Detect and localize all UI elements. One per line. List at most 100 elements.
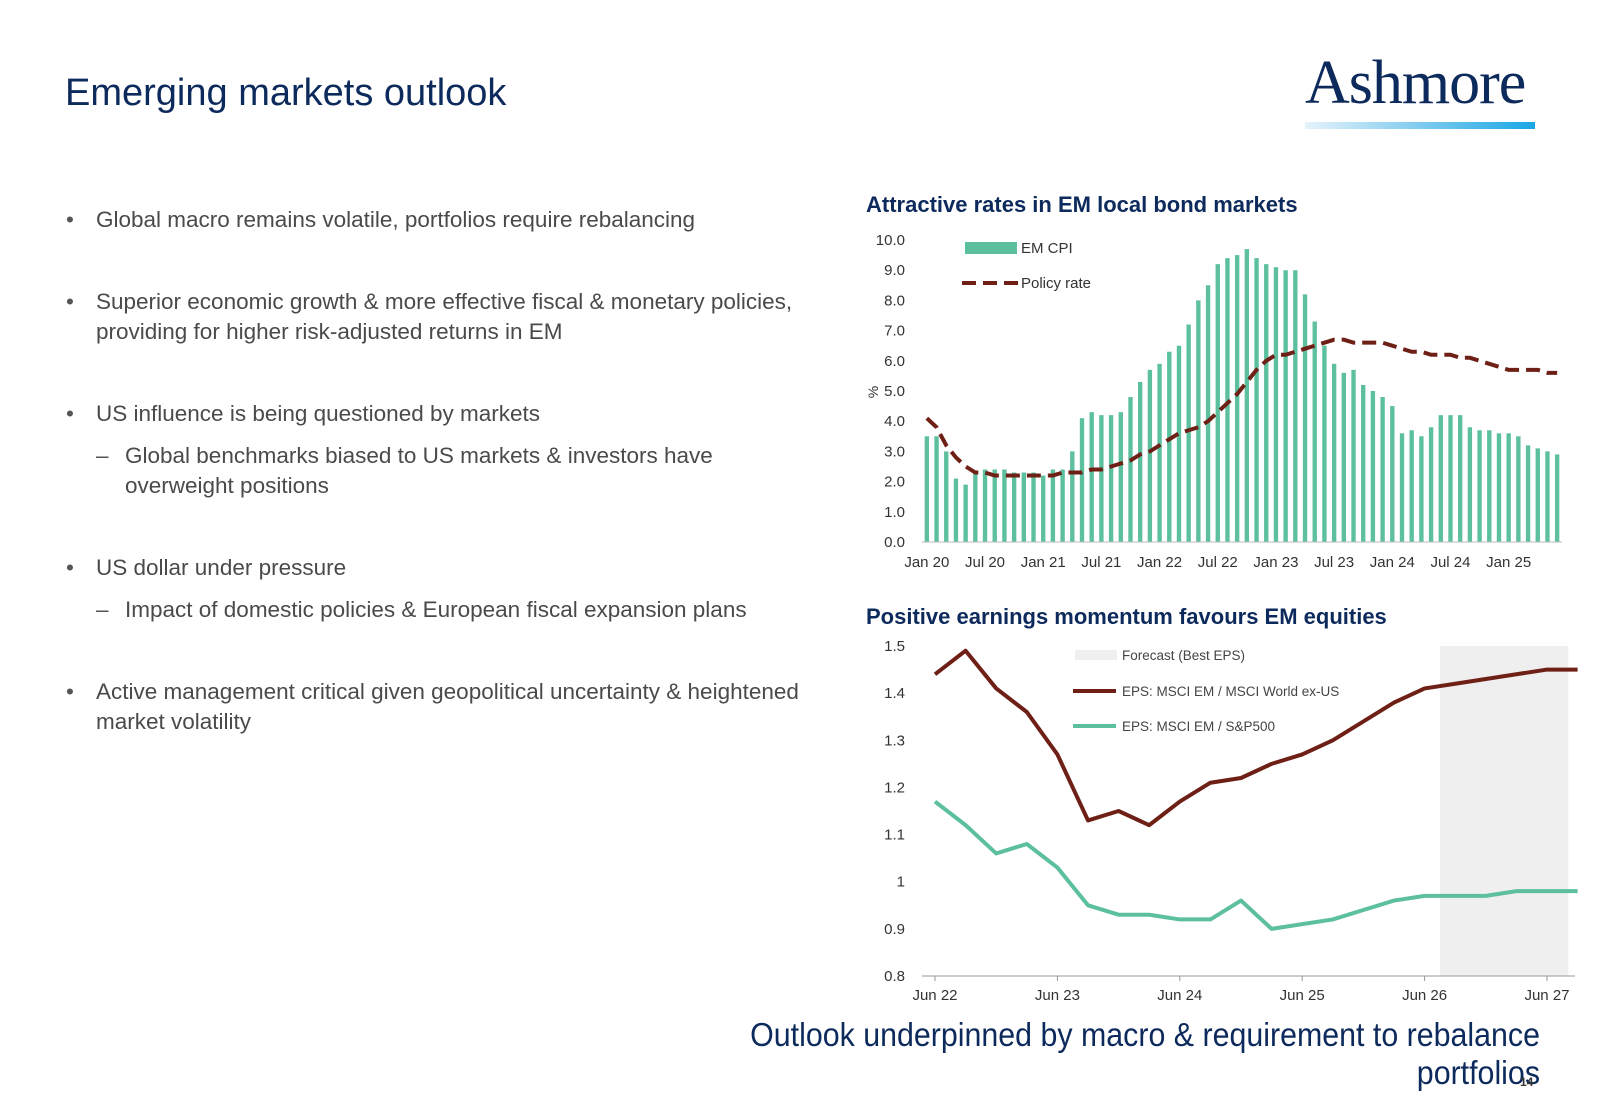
cpi-bar (1205, 285, 1211, 542)
y-tick-label: 5.0 (884, 383, 905, 400)
cpi-bar (1380, 397, 1385, 542)
cpi-bar (1409, 430, 1414, 542)
cpi-bar (1254, 258, 1259, 542)
bullet-text: Global macro remains volatile, portfolio… (96, 207, 696, 232)
cpi-bar (1487, 430, 1492, 542)
cpi-bar (992, 469, 997, 542)
bullet-list: Global macro remains volatile, portfolio… (66, 205, 826, 789)
policy-rate-line (925, 337, 1558, 478)
legend-forecast-label: Forecast (Best EPS) (1122, 648, 1245, 663)
cpi-bar (1331, 363, 1337, 542)
eps-sp500-line (933, 799, 1578, 931)
cpi-bar (1370, 391, 1376, 542)
legend-policy-label: Policy rate (1021, 275, 1091, 292)
y-tick-label: 7.0 (884, 323, 905, 340)
cpi-bar (1554, 454, 1560, 542)
cpi-bar (1225, 258, 1230, 542)
cpi-bar (1361, 384, 1366, 542)
cpi-bar (1545, 451, 1550, 542)
y-axis-label: % (865, 386, 881, 398)
cpi-bar (1535, 448, 1540, 542)
x-tick-label: Jun 26 (1402, 987, 1447, 1004)
cpi-bar (1138, 381, 1143, 542)
legend-cpi-label: EM CPI (1021, 240, 1073, 257)
cpi-bar (1031, 472, 1036, 542)
x-tick-label: Jan 22 (1137, 554, 1182, 571)
cpi-bar (1496, 433, 1502, 542)
ashmore-logo: Ashmore (1305, 52, 1537, 132)
bullet-item: Superior economic growth & more effectiv… (66, 287, 826, 347)
cpi-bar (1302, 294, 1308, 542)
cpi-bar (1322, 345, 1327, 542)
x-tick-label: Jun 24 (1157, 987, 1202, 1004)
x-tick-label: Jul 24 (1430, 554, 1470, 571)
footer-tagline: Outlook underpinned by macro & requireme… (750, 1016, 1540, 1091)
cpi-bar (1089, 412, 1094, 542)
legend-cpi-swatch (965, 242, 1017, 254)
logo-text: Ashmore (1305, 49, 1526, 117)
cpi-bar (1186, 324, 1191, 542)
cpi-bar (1176, 345, 1182, 542)
y-tick-label: 6.0 (884, 353, 905, 370)
y-tick-label: 1.1 (884, 827, 905, 844)
cpi-bar (1118, 412, 1123, 542)
x-tick-label: Jan 20 (904, 554, 949, 571)
cpi-bar (1351, 369, 1356, 542)
y-tick-label: 0.9 (884, 921, 905, 938)
cpi-bar (1128, 397, 1133, 542)
bullet-item: Active management critical given geopoli… (66, 677, 826, 737)
legend-forecast-swatch (1075, 650, 1117, 660)
x-tick-label: Jun 23 (1035, 987, 1080, 1004)
cpi-bar (1438, 415, 1443, 542)
chart1-title: Attractive rates in EM local bond market… (866, 192, 1298, 217)
cpi-bar (1021, 472, 1026, 542)
cpi-bar (1506, 433, 1511, 542)
page-number: 14 (1520, 1075, 1534, 1089)
cpi-bar (953, 478, 959, 542)
y-tick-label: 1.5 (884, 638, 905, 655)
sub-bullet-item: Impact of domestic policies & European f… (96, 595, 826, 625)
cpi-bar (1264, 264, 1269, 542)
cpi-bar (973, 472, 978, 542)
cpi-bar (1458, 415, 1463, 542)
y-tick-label: 2.0 (884, 474, 905, 491)
x-tick-label: Jul 23 (1314, 554, 1354, 571)
cpi-bar (1283, 270, 1288, 542)
cpi-bar (1477, 430, 1482, 542)
page-title: Emerging markets outlook (65, 72, 507, 114)
y-tick-label: 10.0 (876, 232, 905, 249)
x-tick-label: Jan 24 (1370, 554, 1415, 571)
bullet-item: Global macro remains volatile, portfolio… (66, 205, 826, 235)
cpi-bar (1467, 427, 1473, 542)
cpi-bar (1448, 415, 1453, 542)
logo-underline (1305, 122, 1535, 129)
bullet-item: US dollar under pressure Impact of domes… (66, 553, 826, 625)
y-tick-label: 1.4 (884, 685, 905, 702)
eps-world-exus-line (933, 648, 1578, 828)
x-tick-label: Jan 25 (1486, 554, 1531, 571)
cpi-bar (1273, 267, 1279, 542)
cpi-bar (1215, 264, 1220, 542)
y-tick-label: 1.0 (884, 504, 905, 521)
y-tick-label: 0.0 (884, 534, 905, 551)
legend-sp500-label: EPS: MSCI EM / S&P500 (1122, 719, 1275, 734)
bullet-text: Superior economic growth & more effectiv… (96, 289, 793, 344)
cpi-bar (1293, 270, 1298, 542)
y-tick-label: 8.0 (884, 292, 905, 309)
cpi-bar (1390, 406, 1395, 542)
cpi-bar (1525, 445, 1531, 542)
cpi-bar (1167, 351, 1172, 542)
cpi-bar (1341, 372, 1346, 542)
cpi-bar (1060, 469, 1065, 542)
y-tick-label: 1.3 (884, 732, 905, 749)
x-tick-label: Jul 22 (1198, 554, 1238, 571)
cpi-bar (1041, 475, 1046, 542)
cpi-bar (1399, 433, 1405, 542)
cpi-bar (924, 436, 930, 542)
x-tick-label: Jul 20 (965, 554, 1005, 571)
x-tick-label: Jan 21 (1021, 554, 1066, 571)
x-tick-label: Jan 23 (1253, 554, 1298, 571)
cpi-bar (1011, 472, 1017, 542)
cpi-bar (1234, 255, 1240, 542)
cpi-bar (1002, 469, 1007, 542)
